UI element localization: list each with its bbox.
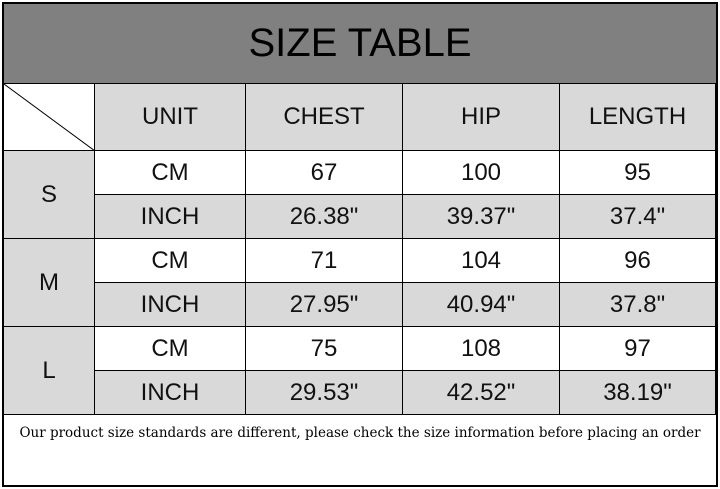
header-unit: UNIT [95, 84, 246, 151]
cell-chest: 75 [246, 327, 403, 371]
cell-length: 97 [560, 327, 716, 371]
header-hip: HIP [403, 84, 560, 151]
cell-hip: 104 [403, 239, 560, 283]
table-title: SIZE TABLE [4, 4, 716, 84]
cell-length: 96 [560, 239, 716, 283]
cell-length: 38.19" [560, 371, 716, 415]
size-label: L [4, 327, 95, 415]
cell-unit: INCH [95, 283, 246, 327]
cell-chest: 67 [246, 151, 403, 195]
size-label: M [4, 239, 95, 327]
cell-hip: 40.94" [403, 283, 560, 327]
cell-chest: 26.38" [246, 195, 403, 239]
cell-hip: 100 [403, 151, 560, 195]
cell-chest: 71 [246, 239, 403, 283]
size-label: S [4, 151, 95, 239]
cell-hip: 108 [403, 327, 560, 371]
corner-cell [4, 84, 95, 151]
cell-hip: 42.52" [403, 371, 560, 415]
cell-chest: 29.53" [246, 371, 403, 415]
cell-length: 95 [560, 151, 716, 195]
cell-hip: 39.37" [403, 195, 560, 239]
cell-unit: CM [95, 327, 246, 371]
cell-unit: CM [95, 151, 246, 195]
diagonal-line [4, 84, 95, 151]
cell-chest: 27.95" [246, 283, 403, 327]
cell-unit: INCH [95, 371, 246, 415]
size-note: Our product size standards are different… [19, 425, 701, 441]
header-length: LENGTH [560, 84, 716, 151]
header-chest: CHEST [246, 84, 403, 151]
cell-unit: INCH [95, 195, 246, 239]
cell-unit: CM [95, 239, 246, 283]
cell-length: 37.4" [560, 195, 716, 239]
cell-length: 37.8" [560, 283, 716, 327]
